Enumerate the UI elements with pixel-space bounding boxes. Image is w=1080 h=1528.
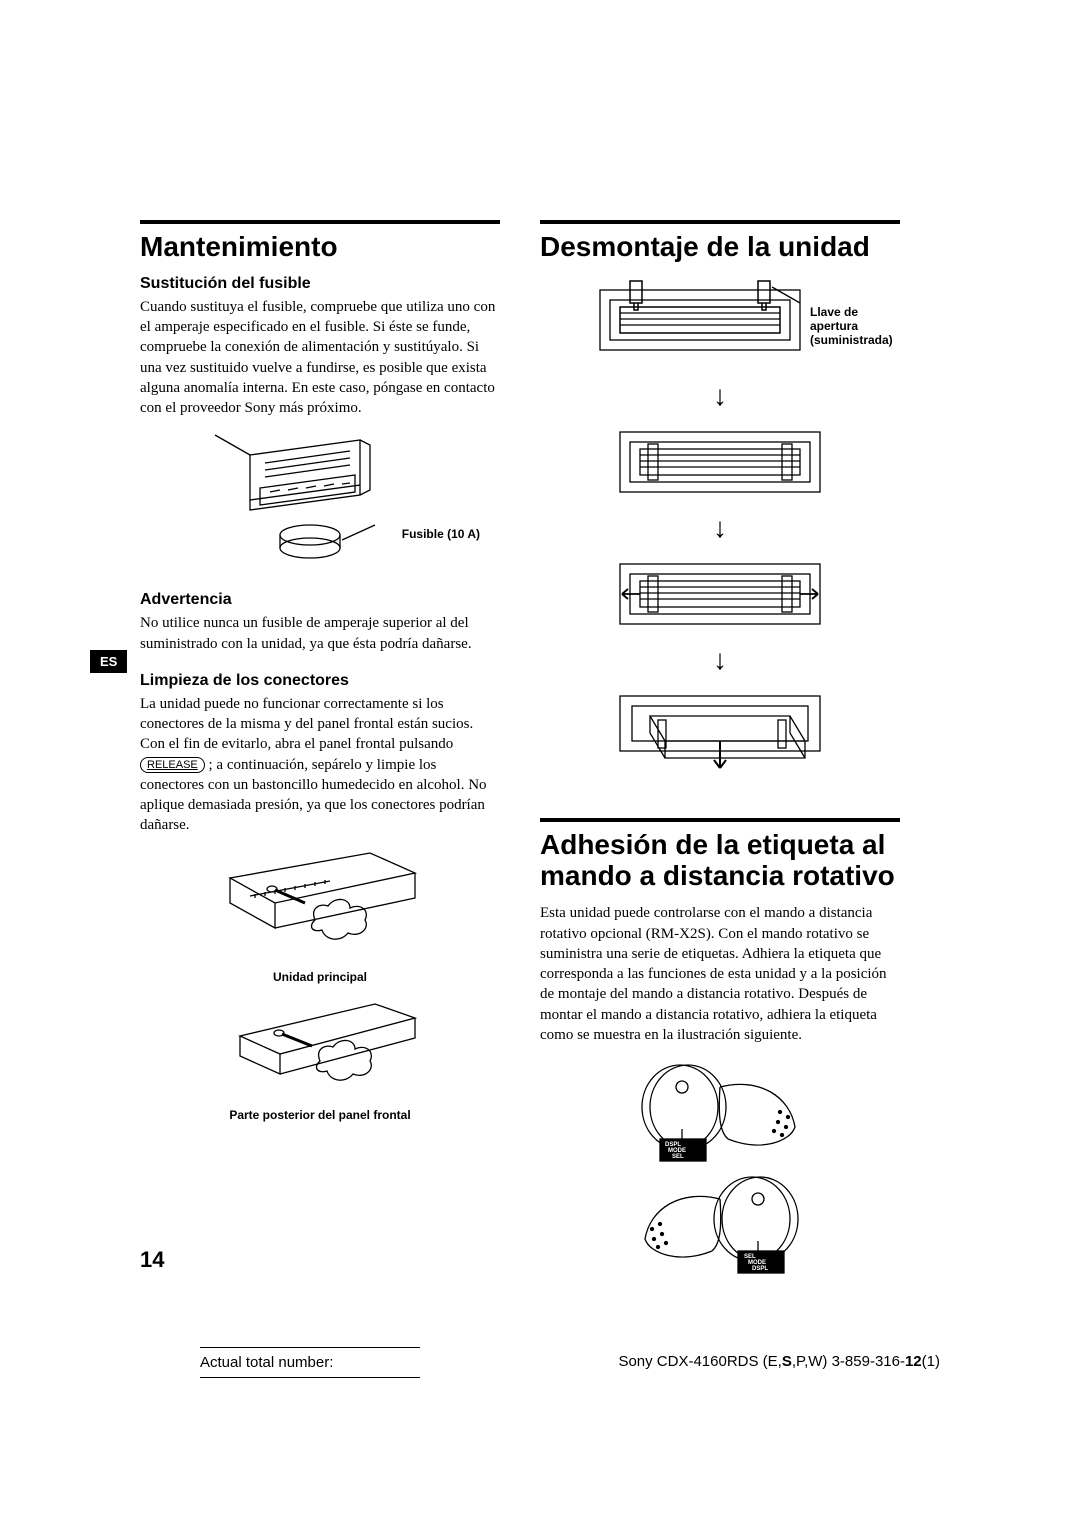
footer-left: Actual total number: xyxy=(200,1347,420,1378)
figure-rotary-2: SEL MODE DSPL xyxy=(540,1169,900,1279)
release-button-label: RELEASE xyxy=(140,757,205,774)
language-tab: ES xyxy=(90,650,127,673)
label-release-key: Llave de apertura (suministrada) xyxy=(810,305,910,347)
heading-desmontaje: Desmontaje de la unidad xyxy=(540,232,900,263)
body-advertencia: No utilice nunca un fusible de amperaje … xyxy=(140,613,500,654)
body-limpieza: La unidad puede no funcionar correctamen… xyxy=(140,694,500,836)
body-sustitucion: Cuando sustituya el fusible, compruebe q… xyxy=(140,297,500,419)
arrow-down-icon: ↓ xyxy=(540,646,900,674)
arrow-down-icon: ↓ xyxy=(540,382,900,410)
subhead-limpieza: Limpieza de los conectores xyxy=(140,672,500,690)
rotary-label-text: SEL xyxy=(672,1154,684,1160)
subhead-advertencia: Advertencia xyxy=(140,591,500,609)
footer-right: Sony CDX-4160RDS (E,S,P,W) 3-859-316-12(… xyxy=(618,1347,940,1378)
section-rule xyxy=(540,818,900,822)
heading-mantenimiento: Mantenimiento xyxy=(140,232,500,263)
page-number: 14 xyxy=(140,1247,164,1273)
figure-removal-step4 xyxy=(540,686,900,776)
figure-rotary-1: DSPL MODE SEL xyxy=(540,1057,900,1167)
rotary-label-text: DSPL xyxy=(752,1266,768,1272)
figure-removal-step2 xyxy=(540,422,900,502)
section-rule xyxy=(540,220,900,224)
section-rule xyxy=(140,220,500,224)
right-column: Desmontaje de la unidad xyxy=(540,220,900,1291)
heading-adhesion: Adhesión de la etiqueta al mando a dista… xyxy=(540,830,900,892)
caption-panel-frontal: Parte posterior del panel frontal xyxy=(140,1108,500,1122)
arrow-down-icon: ↓ xyxy=(540,514,900,542)
left-column: Mantenimiento Sustitución del fusible Cu… xyxy=(140,220,500,1291)
figure-main-unit xyxy=(140,848,500,958)
body-adhesion: Esta unidad puede controlarse con el man… xyxy=(540,903,900,1045)
figure-removal-step3 xyxy=(540,554,900,634)
caption-unidad-principal: Unidad principal xyxy=(140,970,500,984)
figure-front-panel-back xyxy=(140,996,500,1096)
footer: Actual total number: Sony CDX-4160RDS (E… xyxy=(200,1347,940,1378)
subhead-sustitucion: Sustitución del fusible xyxy=(140,275,500,293)
